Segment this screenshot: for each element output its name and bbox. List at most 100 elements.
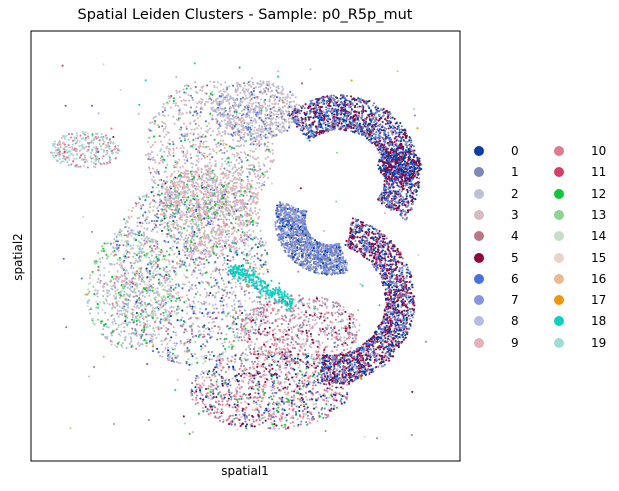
scatter-point [258,103,261,106]
scatter-point [149,146,152,149]
scatter-point [229,291,232,294]
scatter-point [130,345,133,348]
scatter-point [219,139,222,142]
scatter-point [230,193,234,196]
scatter-point [171,193,174,196]
scatter-point [131,280,134,283]
scatter-point [200,168,204,171]
scatter-point [277,116,280,119]
scatter-point [182,122,186,125]
scatter-point [59,146,62,149]
scatter-point [167,114,170,117]
scatter-point [217,109,220,112]
scatter-point [221,234,224,237]
scatter-point [157,299,160,302]
scatter-point [197,243,200,246]
scatter-point [194,81,197,84]
scatter-point [103,242,106,245]
scatter-point [250,191,253,194]
scatter-point [213,210,216,213]
scatter-point [223,129,226,132]
scatter-point [212,81,215,84]
scatter-point [195,221,198,224]
scatter-point [149,121,152,125]
scatter-point [125,250,128,253]
scatter-point [202,145,205,148]
scatter-point [178,262,181,265]
scatter-point [215,307,218,310]
scatter-point [269,114,272,117]
scatter-point [178,265,181,268]
scatter-point [196,195,199,198]
scatter-point [147,128,150,131]
scatter-point [93,146,96,149]
scatter-point [166,317,169,320]
scatter-point [212,194,215,197]
scatter-point [247,171,250,174]
scatter-point [150,191,153,194]
scatter-point [205,327,208,330]
scatter-point [164,311,167,314]
scatter-point [237,305,240,309]
scatter-point [183,214,186,217]
scatter-point [130,267,133,270]
scatter-point [191,218,194,221]
scatter-point [178,90,181,93]
scatter-point [157,303,160,306]
scatter-point [211,90,214,93]
scatter-point [104,298,107,301]
scatter-point [240,329,243,332]
scatter-point [220,165,223,168]
scatter-point [224,314,228,317]
scatter-point [53,151,56,154]
scatter-point [292,100,296,103]
scatter-point [164,289,167,292]
scatter-point [114,145,117,148]
scatter-point [135,259,138,262]
scatter-point [214,203,217,206]
scatter-point [146,252,149,255]
scatter-point [143,301,146,305]
scatter-point [249,217,252,221]
scatter-point [162,314,165,317]
scatter-point [189,214,192,217]
scatter-point [178,252,181,256]
scatter-point [210,219,213,222]
scatter-point [188,325,191,328]
scatter-point [99,301,102,304]
scatter-point [219,304,223,307]
scatter-point [96,303,99,306]
scatter-point [206,236,209,239]
scatter-point [179,117,182,120]
scatter-point [226,271,229,274]
scatter-point [196,291,199,294]
scatter-point [217,130,221,133]
scatter-point [188,188,191,191]
scatter-point [191,305,194,308]
scatter-point [183,135,186,138]
scatter-point [140,343,143,346]
scatter-point [240,114,243,117]
scatter-point [268,167,272,170]
scatter-point [172,233,175,236]
scatter-point [227,280,230,283]
scatter-point [97,136,100,139]
scatter-point [191,307,194,310]
scatter-point [111,250,114,254]
scatter-point [137,245,140,248]
scatter-point [92,141,95,144]
scatter-point [254,119,257,122]
scatter-point [185,330,188,333]
scatter-point [158,223,162,226]
scatter-point [250,91,253,94]
scatter-point [222,351,225,354]
scatter-point [113,263,116,266]
scatter-point [217,240,220,243]
scatter-point [177,105,180,108]
scatter-point [273,103,276,106]
scatter-point [120,266,123,269]
scatter-point [156,257,159,260]
scatter-point [211,117,214,120]
scatter-point [265,93,268,96]
scatter-point [172,102,175,105]
